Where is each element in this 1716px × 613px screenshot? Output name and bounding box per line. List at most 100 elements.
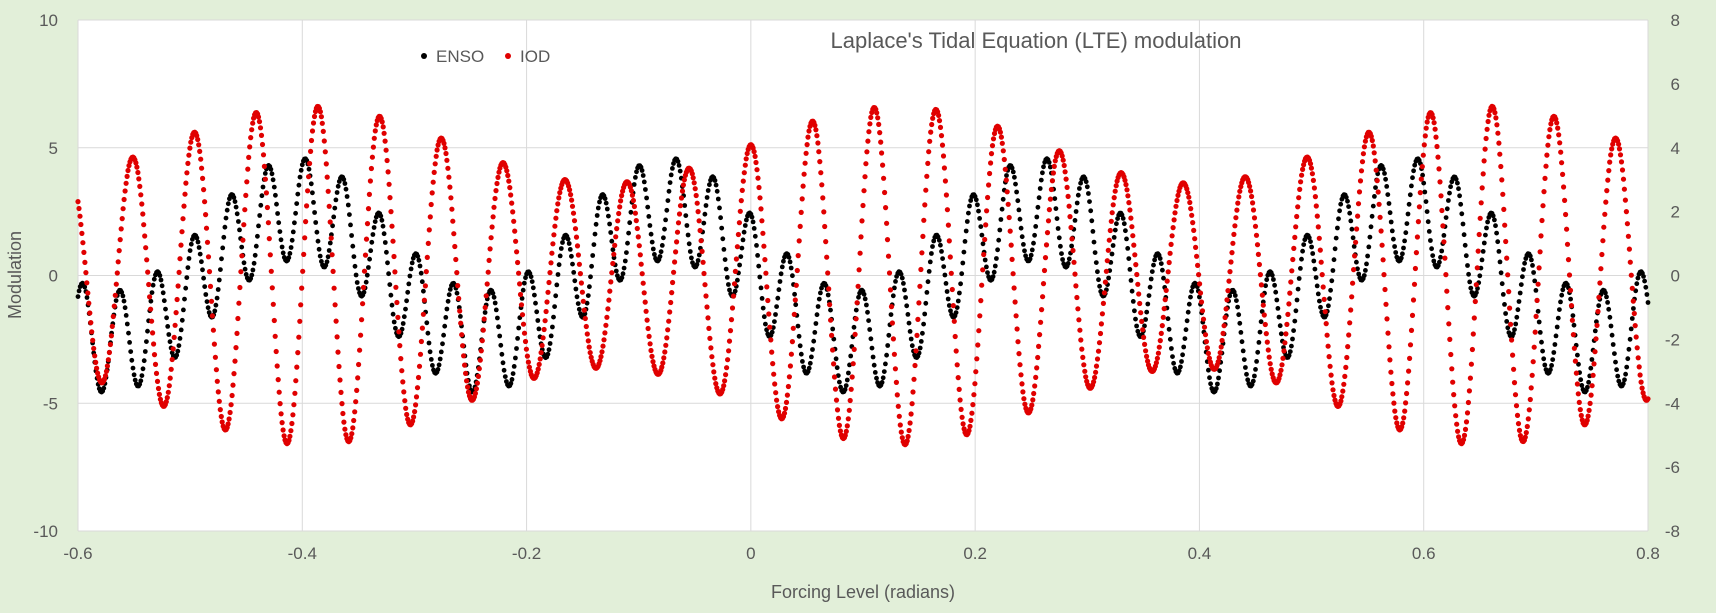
enso-point [1012,174,1017,180]
iod-point [800,183,806,189]
iod-point [1324,332,1330,338]
iod-point [866,129,872,135]
enso-point [1613,359,1618,365]
iod-point [1371,150,1377,156]
iod-point [171,334,177,340]
iod-point [924,173,930,179]
iod-point [448,195,454,201]
enso-point [902,287,907,293]
iod-point [508,192,514,198]
iod-point [844,423,850,429]
enso-point [604,206,610,212]
iod-point [586,344,592,350]
enso-point [712,178,718,183]
enso-point [415,253,421,259]
iod-point [443,150,449,157]
iod-point [1189,212,1195,218]
iod-point [311,113,318,120]
enso-point [1287,349,1293,354]
enso-point [536,326,542,332]
iod-point [847,397,853,404]
enso-point [1354,259,1359,265]
iod-point [1290,256,1296,263]
iod-point [1556,132,1562,138]
iod-point [333,318,339,324]
enso-point [846,370,851,376]
iod-point [1376,201,1382,207]
enso-point [164,315,170,321]
enso-point [342,181,348,186]
iod-point [734,244,741,250]
enso-point [779,264,785,270]
enso-point [1239,339,1245,345]
iod-point [1220,330,1226,336]
enso-point [1027,256,1033,262]
iod-point [263,190,269,196]
enso-point [145,328,150,334]
iod-point [1383,301,1389,307]
iod-point [1286,301,1292,307]
iod-point [116,248,122,254]
iod-point [1413,250,1419,256]
iod-point [1040,294,1046,300]
legend-marker-iod [505,53,511,59]
iod-point [629,192,636,198]
enso-point [124,321,130,327]
iod-point [865,138,871,144]
iod-point [1109,210,1115,216]
iod-point [704,304,710,310]
enso-point [1317,298,1322,304]
iod-point [136,176,142,182]
enso-point [1206,367,1211,373]
iod-point [1266,354,1272,360]
iod-point [201,187,207,193]
iod-point [802,160,808,166]
iod-point [1340,388,1346,394]
iod-point [1606,168,1612,174]
enso-point [1016,207,1022,213]
iod-point [960,421,966,427]
enso-point [1448,184,1453,190]
iod-point [973,369,979,375]
iod-point [513,238,519,244]
iod-point [1145,358,1151,364]
iod-point [1021,396,1027,402]
iod-point [1620,176,1627,182]
enso-point [866,318,871,323]
iod-point [833,397,840,403]
iod-point [233,345,239,351]
enso-point [409,260,415,266]
enso-point [1069,243,1074,249]
iod-point [89,329,95,335]
iod-point [828,317,834,323]
enso-point [676,163,682,168]
iod-point [1435,154,1441,160]
iod-point [84,280,90,286]
iod-point [465,384,471,390]
iod-point [397,343,403,349]
iod-point [237,284,243,291]
enso-point [1496,249,1502,254]
iod-point [574,243,581,249]
enso-point [1149,269,1155,274]
iod-point [712,375,718,381]
iod-point [1310,177,1316,183]
iod-point [85,290,91,296]
iod-point [1045,218,1052,224]
iod-point [751,149,757,155]
enso-point [369,239,375,245]
iod-point [1113,183,1119,189]
iod-point [665,327,671,333]
enso-point [955,298,961,304]
enso-point [968,198,974,203]
enso-point [1272,282,1277,288]
enso-point [1373,185,1378,191]
enso-point [75,294,81,299]
iod-point [1227,269,1233,275]
iod-point [515,259,521,266]
iod-point [679,188,686,194]
iod-point [1484,126,1490,132]
iod-point [241,222,247,228]
iod-point [1135,281,1141,287]
enso-point [287,251,293,256]
